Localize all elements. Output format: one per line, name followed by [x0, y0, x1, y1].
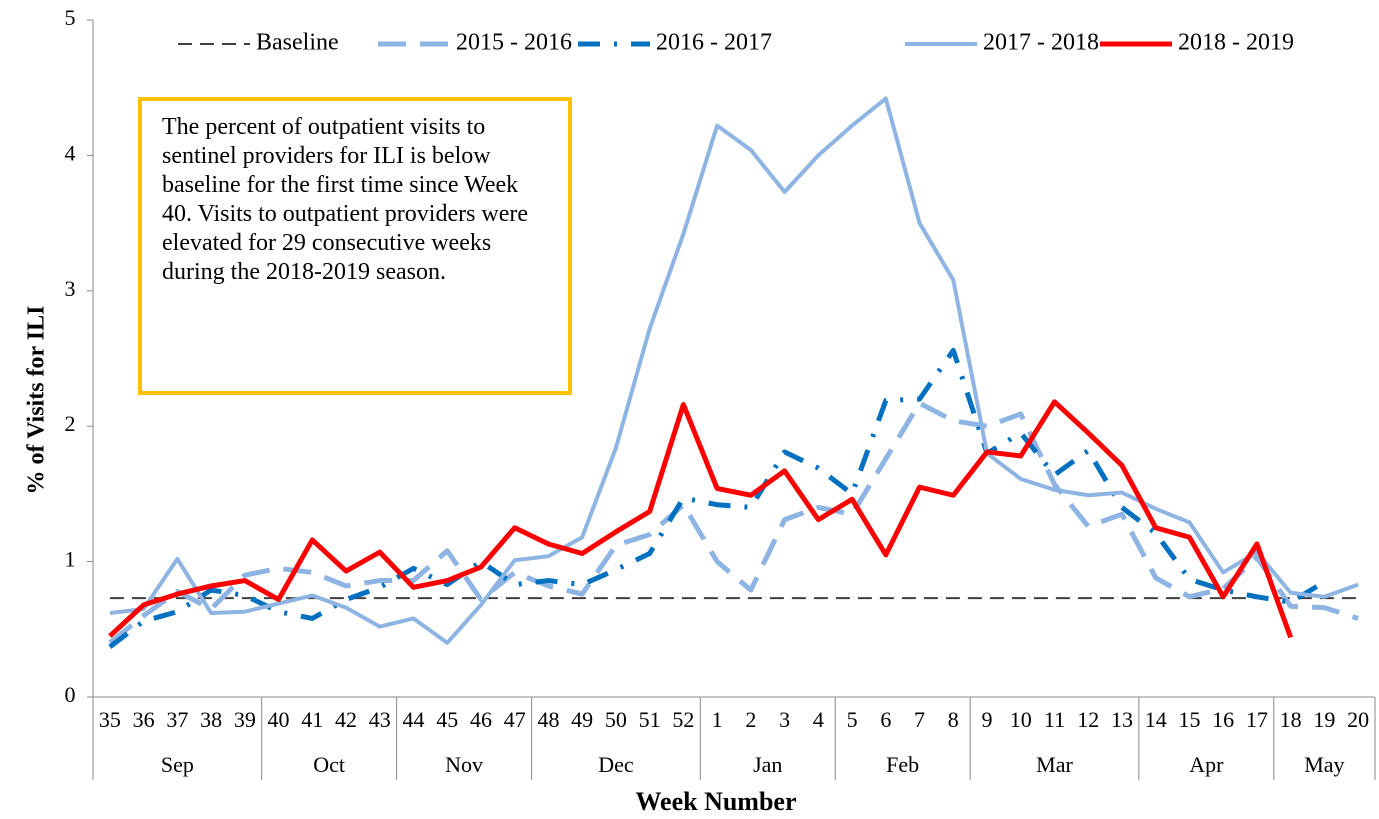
- x-group-label: Feb: [886, 752, 919, 777]
- x-tick-label: 14: [1145, 707, 1167, 732]
- x-tick-label: 47: [504, 707, 526, 732]
- legend-label: Baseline: [256, 30, 339, 56]
- x-tick-label: 20: [1347, 707, 1369, 732]
- y-tick-label: 1: [65, 547, 76, 572]
- x-tick-label: 40: [268, 707, 290, 732]
- x-tick-label: 3: [779, 707, 790, 732]
- x-tick-label: 48: [537, 707, 559, 732]
- x-axis-title: Week Number: [635, 787, 796, 816]
- legend-label: 2016 - 2017: [656, 30, 772, 56]
- x-group-label: Sep: [161, 752, 194, 777]
- y-axis-title: % of Visits for ILI: [24, 306, 50, 495]
- x-tick-label: 5: [847, 707, 858, 732]
- x-group-label: Nov: [445, 752, 483, 777]
- x-group-label: Apr: [1189, 752, 1224, 777]
- x-tick-label: 35: [99, 707, 121, 732]
- y-tick-label: 4: [65, 140, 76, 165]
- legend-label: 2015 - 2016: [456, 30, 572, 56]
- x-tick-label: 2: [745, 707, 756, 732]
- x-group-label: Mar: [1036, 752, 1073, 777]
- x-tick-label: 42: [335, 707, 357, 732]
- x-group-label: Dec: [598, 752, 634, 777]
- x-tick-label: 37: [166, 707, 188, 732]
- x-tick-label: 19: [1313, 707, 1335, 732]
- x-tick-label: 10: [1010, 707, 1032, 732]
- y-tick-label: 5: [65, 5, 76, 30]
- x-tick-label: 9: [982, 707, 993, 732]
- x-tick-label: 50: [605, 707, 627, 732]
- x-tick-label: 12: [1077, 707, 1099, 732]
- x-tick-label: 8: [948, 707, 959, 732]
- x-group-label: May: [1304, 752, 1344, 777]
- x-tick-label: 15: [1178, 707, 1200, 732]
- series-line: [108, 347, 1326, 649]
- y-tick-label: 3: [65, 276, 76, 301]
- x-tick-label: 41: [301, 707, 323, 732]
- legend-label: 2018 - 2019: [1178, 30, 1294, 56]
- legend-label: 2017 - 2018: [983, 30, 1099, 56]
- series-line: [109, 96, 1359, 645]
- x-tick-label: 38: [200, 707, 222, 732]
- x-tick-label: 6: [880, 707, 891, 732]
- x-tick-label: 52: [672, 707, 694, 732]
- x-tick-label: 11: [1044, 707, 1065, 732]
- x-group-label: Oct: [313, 752, 345, 777]
- x-tick-label: 43: [369, 707, 391, 732]
- x-tick-label: 39: [234, 707, 256, 732]
- x-tick-label: 7: [914, 707, 925, 732]
- annotation: The percent of outpatient visits to sent…: [138, 97, 572, 395]
- x-tick-label: 49: [571, 707, 593, 732]
- x-tick-label: 44: [403, 707, 425, 732]
- series-line: [108, 399, 1294, 639]
- series-line: [108, 400, 1359, 645]
- x-tick-label: 17: [1246, 707, 1268, 732]
- x-tick-label: 36: [133, 707, 155, 732]
- y-tick-label: 0: [65, 682, 76, 707]
- x-tick-label: 51: [639, 707, 661, 732]
- x-tick-label: 16: [1212, 707, 1234, 732]
- x-tick-label: 18: [1280, 707, 1302, 732]
- x-group-label: Jan: [753, 752, 782, 777]
- x-tick-label: 4: [813, 707, 824, 732]
- y-tick-label: 2: [65, 411, 76, 436]
- x-tick-label: 46: [470, 707, 492, 732]
- x-tick-label: 1: [712, 707, 723, 732]
- x-tick-label: 13: [1111, 707, 1133, 732]
- x-tick-label: 45: [436, 707, 458, 732]
